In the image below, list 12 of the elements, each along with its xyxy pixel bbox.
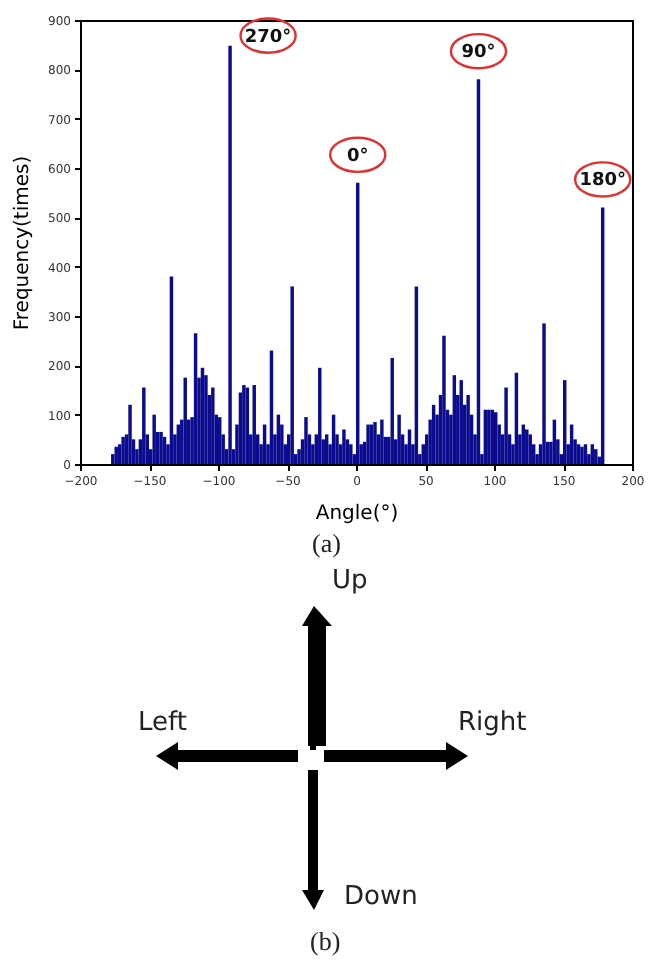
y-axis-title: Frequency(times) xyxy=(12,155,35,331)
text: (a) xyxy=(312,528,341,560)
text: Left xyxy=(138,708,187,738)
text: (b) xyxy=(310,926,341,958)
annotation: 180° xyxy=(579,171,626,192)
text: Up xyxy=(332,566,368,596)
annotation: 270° xyxy=(244,27,292,48)
annotation: 0° xyxy=(346,146,369,167)
text: Down xyxy=(344,882,418,912)
text: Right xyxy=(458,708,527,738)
x-axis-title: Angle(°) xyxy=(315,503,399,525)
annotation: 90° xyxy=(461,43,496,64)
